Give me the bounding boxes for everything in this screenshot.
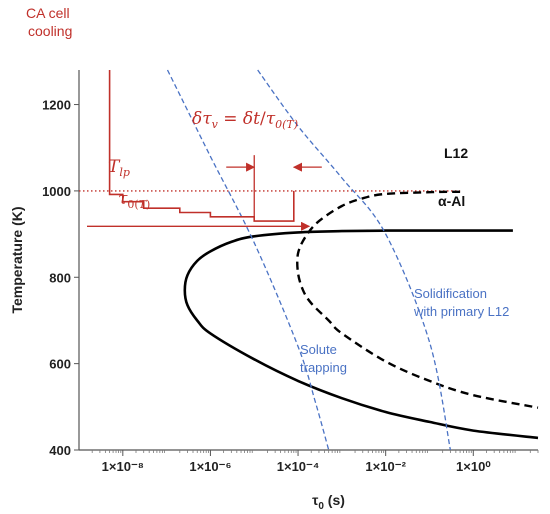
solid-label-line1: Solidification (414, 286, 487, 301)
delta-tau-equation-part: / (260, 109, 266, 129)
tlp-symbol-part: T (108, 157, 121, 177)
delta-tau-equation-part: τ (266, 109, 276, 129)
series-curve-2 (166, 69, 330, 450)
x-tick-label: 1×10⁻⁶ (189, 459, 231, 474)
solid-label-line2: with primary L12 (413, 304, 509, 319)
delta-tau-equation-part: = (218, 109, 243, 129)
delta-tau-equation: δτv = δt/τ0(T) (192, 109, 298, 131)
tlp-symbol-part: lp (119, 166, 130, 179)
x-axis-title-unit: (s) (324, 492, 345, 508)
y-tick-label: 1000 (42, 184, 71, 199)
delta-tau-equation-part: δτ (192, 109, 212, 129)
tau-symbol-part: T (139, 198, 148, 211)
x-axis-title: τ0 (s) (312, 492, 345, 512)
alpha-al-label: α-Al (438, 193, 465, 209)
plot-layer: 1×10⁻⁸ 1×10⁻⁶ 1×10⁻⁴ 1×10⁻² 1×10⁰ 400 600 800 10… (9, 5, 539, 512)
tau-symbol-part: 0 (127, 198, 134, 211)
delta-tau-equation-part: v (212, 118, 219, 131)
series-curve-0 (183, 229, 539, 440)
solute-label-line2: trapping (300, 360, 347, 375)
delta-tau-equation-part: δt (243, 109, 260, 129)
series-curve-1 (296, 190, 539, 409)
tau-symbol-part: τ (118, 189, 128, 209)
series-curve-3 (257, 69, 452, 450)
tau-symbol-part: ) (146, 198, 150, 211)
tau-symbol-part: ( (134, 198, 138, 211)
L12-label: L12 (444, 145, 468, 161)
solute-label-line1: Solute (300, 342, 337, 357)
x-axis-title-symbol: τ (312, 492, 319, 508)
y-tick-label: 800 (49, 270, 71, 285)
tau-symbol: τ0(T) (118, 189, 150, 211)
delta-tau-equation-part: 0(T) (275, 118, 298, 131)
y-tick-label: 400 (49, 443, 71, 458)
x-tick-label: 1×10⁻⁴ (277, 459, 320, 474)
y-tick-label: 1200 (42, 98, 71, 113)
cooling-label-line2: cooling (28, 23, 72, 39)
x-tick-label: 1×10⁰ (456, 459, 491, 474)
x-tick-label: 1×10⁻² (365, 459, 406, 474)
x-tick-label: 1×10⁻⁸ (102, 459, 144, 474)
x-axis-title-subscript: 0 (318, 501, 324, 512)
y-tick-label: 600 (49, 357, 71, 372)
y-axis-title: Temperature (K) (9, 206, 25, 313)
cooling-label-line1: CA cell (26, 5, 70, 21)
cooling-staircase (108, 70, 295, 222)
tlp-symbol: Tlp (108, 157, 130, 179)
